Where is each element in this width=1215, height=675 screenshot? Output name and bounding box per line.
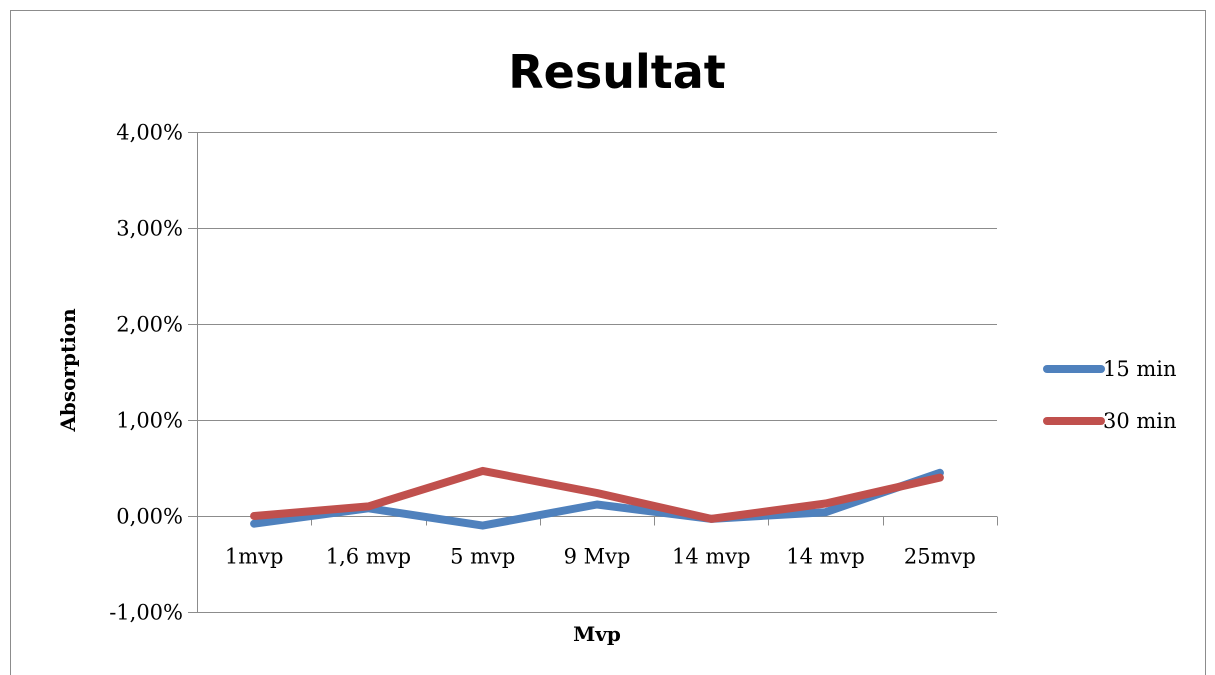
chart-border [10, 10, 1206, 675]
y-tick-label: 3,00% [116, 217, 183, 241]
x-axis-label: Mvp [573, 622, 621, 646]
legend-label: 15 min [1103, 357, 1177, 381]
x-tick-label: 9 Mvp [564, 545, 631, 569]
x-tick-label: 14 mvp [672, 545, 751, 569]
legend-label: 30 min [1103, 409, 1177, 433]
x-tick-label: 14 mvp [786, 545, 865, 569]
y-tick-label: 2,00% [116, 313, 183, 337]
x-tick-label: 5 mvp [450, 545, 515, 569]
chart-title: Resultat [508, 45, 726, 99]
axes [197, 132, 998, 612]
y-tick-label: 1,00% [116, 409, 183, 433]
x-tick-label: 1mvp [225, 545, 284, 569]
y-tick-labels: -1,00% 0,00% 1,00% 2,00% 3,00% 4,00% [109, 121, 183, 625]
x-tick-label: 1,6 mvp [326, 545, 411, 569]
gridlines [188, 132, 997, 613]
series-lines [250, 466, 944, 530]
series-line [250, 466, 944, 523]
y-tick-label: -1,00% [109, 601, 183, 625]
y-tick-label: 0,00% [116, 505, 183, 529]
x-tick-label: 25mvp [904, 545, 976, 569]
y-tick-label: 4,00% [116, 121, 183, 145]
x-tick-labels: 1mvp 1,6 mvp 5 mvp 9 Mvp 14 mvp 14 mvp 25mvp [225, 545, 976, 569]
legend: 15 min 30 min [1043, 357, 1177, 433]
y-axis-label: Absorption [56, 308, 80, 433]
